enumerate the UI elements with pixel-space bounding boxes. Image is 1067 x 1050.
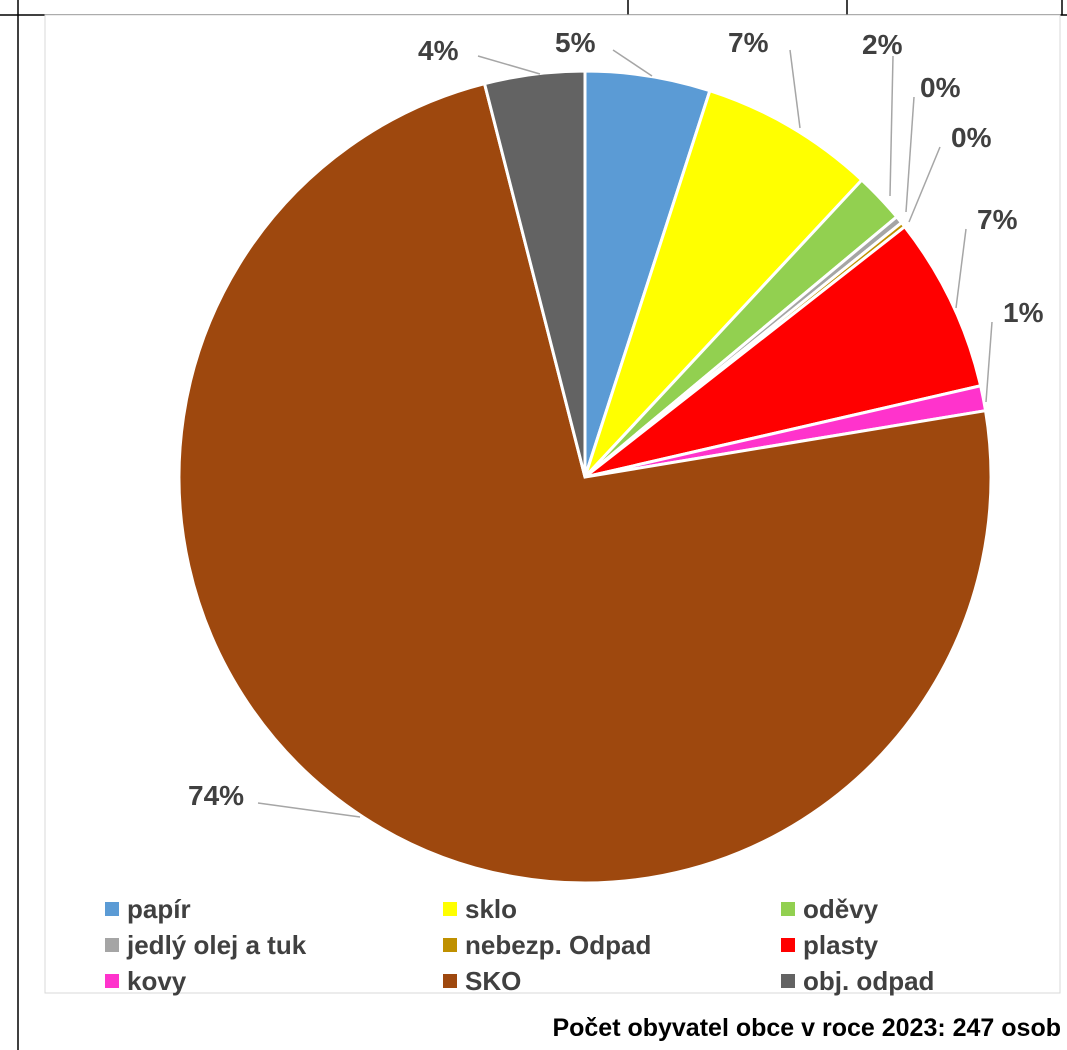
leader-lines [257,49,993,818]
data-labels: 5% 7% 2% 0% 0% 7% 1% 74% 4% [188,27,1044,811]
legend-marker-kovy [105,974,119,988]
legend-item-nebezp-odpad: nebezp. Odpad [465,930,651,960]
legend-marker-sklo [443,902,457,916]
pie-slices [177,69,993,885]
data-label-jedly-olej-a-tuk: 0% [920,72,961,103]
leader-line-kovy [985,321,993,403]
data-label-odevy: 2% [862,29,903,60]
legend-item-odevy: oděvy [803,894,879,924]
data-label-kovy: 1% [1003,297,1044,328]
pie-slice-sko [177,81,993,885]
leader-line-sko [257,802,361,818]
leader-line-jedly-olej-a-tuk [905,96,915,213]
leader-line-papir [612,49,653,77]
pie-slice-sklo [583,88,864,479]
pie-slice-plasty [584,224,983,479]
legend-item-jedly-olej-a-tuk: jedlý olej a tuk [126,930,307,960]
legend-marker-plasty [781,938,795,952]
legend-marker-odevy [781,902,795,916]
leader-line-nebezp-odpad [908,146,941,223]
legend-marker-sko [443,974,457,988]
legend-marker-papir [105,902,119,916]
leader-line-obj-odpad [477,55,541,75]
population-footnote: Počet obyvatel obce v roce 2023: 247 oso… [552,1014,1061,1042]
legend-item-sko: SKO [465,966,521,996]
pie-slice-obj-odpad [482,69,587,478]
data-label-obj-odpad: 4% [418,35,459,66]
data-label-plasty: 7% [977,204,1018,235]
legend-item-obj-odpad: obj. odpad [803,966,934,996]
data-label-sklo: 7% [728,27,769,58]
legend-item-sklo: sklo [465,894,517,924]
legend-item-kovy: kovy [127,966,187,996]
leader-line-odevy [889,55,894,197]
data-label-sko: 74% [188,780,244,811]
legend-item-papir: papír [127,894,191,924]
legend-item-plasty: plasty [803,930,879,960]
data-label-papir: 5% [555,27,596,58]
leader-line-plasty [955,228,967,309]
legend-marker-nebezp-odpad [443,938,457,952]
legend: papír sklo oděvy jedlý olej a tuk nebezp. Od… [105,894,934,996]
leader-line-sklo [789,49,801,129]
legend-marker-obj-odpad [781,974,795,988]
legend-marker-jedly-olej-a-tuk [105,938,119,952]
data-label-nebezp-odpad: 0% [951,122,992,153]
